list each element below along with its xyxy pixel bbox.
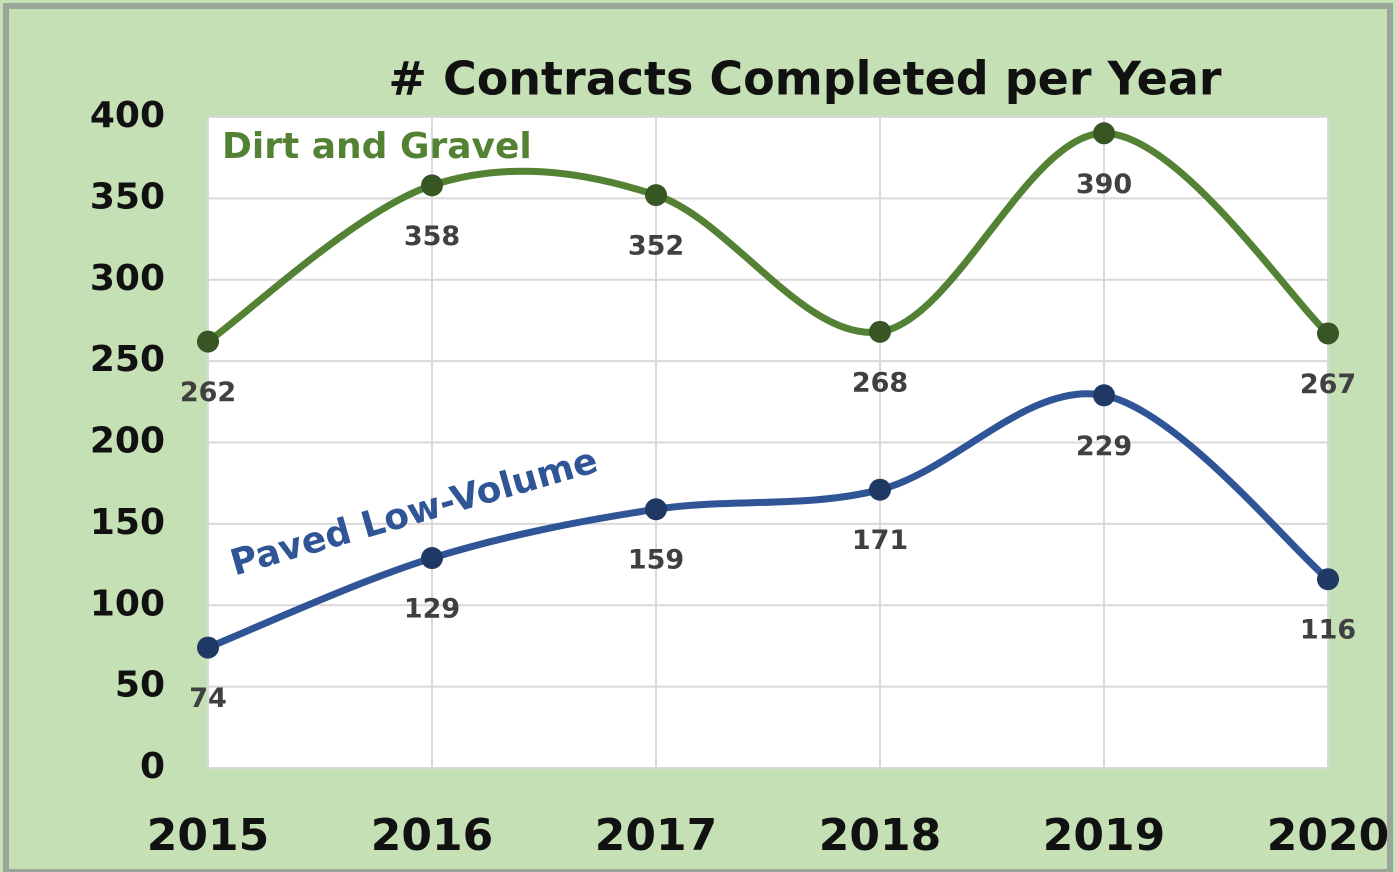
y-tick-label: 50 — [115, 665, 165, 706]
y-tick-label: 400 — [90, 95, 165, 136]
series-name: Dirt and Gravel — [222, 126, 532, 167]
y-tick-label: 350 — [90, 176, 165, 217]
data-label: 74 — [189, 683, 227, 714]
point — [1317, 322, 1339, 345]
data-label: 129 — [404, 594, 460, 625]
chart-title: # Contracts Completed per Year — [388, 52, 1222, 106]
point — [1317, 568, 1339, 591]
series-line — [204, 390, 1332, 652]
x-tick-label: 2016 — [371, 810, 493, 861]
point — [1093, 122, 1115, 145]
x-tick-label: 2020 — [1267, 810, 1389, 861]
y-tick-label: 150 — [90, 502, 165, 543]
point — [197, 636, 219, 659]
point — [197, 330, 219, 353]
point — [645, 498, 667, 521]
point — [869, 320, 891, 343]
data-label: 159 — [628, 545, 684, 576]
data-label: 267 — [1300, 369, 1356, 400]
data-label: 262 — [180, 377, 236, 408]
x-tick-label: 2019 — [1043, 810, 1165, 861]
y-tick-label: 250 — [90, 339, 165, 380]
y-tick-label: 100 — [90, 583, 165, 624]
frame — [3, 3, 1393, 872]
data-label: 358 — [404, 221, 460, 252]
point — [869, 478, 891, 501]
point — [421, 174, 443, 197]
y-tick-label: 0 — [140, 746, 165, 787]
x-tick-label: 2015 — [147, 810, 269, 861]
x-tick-label: 2017 — [595, 810, 717, 861]
data-label: 229 — [1076, 431, 1132, 462]
point — [645, 184, 667, 207]
y-tick-label: 200 — [90, 421, 165, 462]
point — [1093, 384, 1115, 407]
data-label: 268 — [852, 367, 908, 398]
y-tick-label: 300 — [90, 258, 165, 299]
point — [421, 547, 443, 570]
data-label: 390 — [1076, 169, 1132, 200]
data-label: 352 — [628, 231, 684, 262]
data-label: 171 — [852, 525, 908, 556]
data-label: 116 — [1300, 615, 1356, 646]
series-line — [204, 129, 1332, 346]
x-tick-label: 2018 — [819, 810, 941, 861]
